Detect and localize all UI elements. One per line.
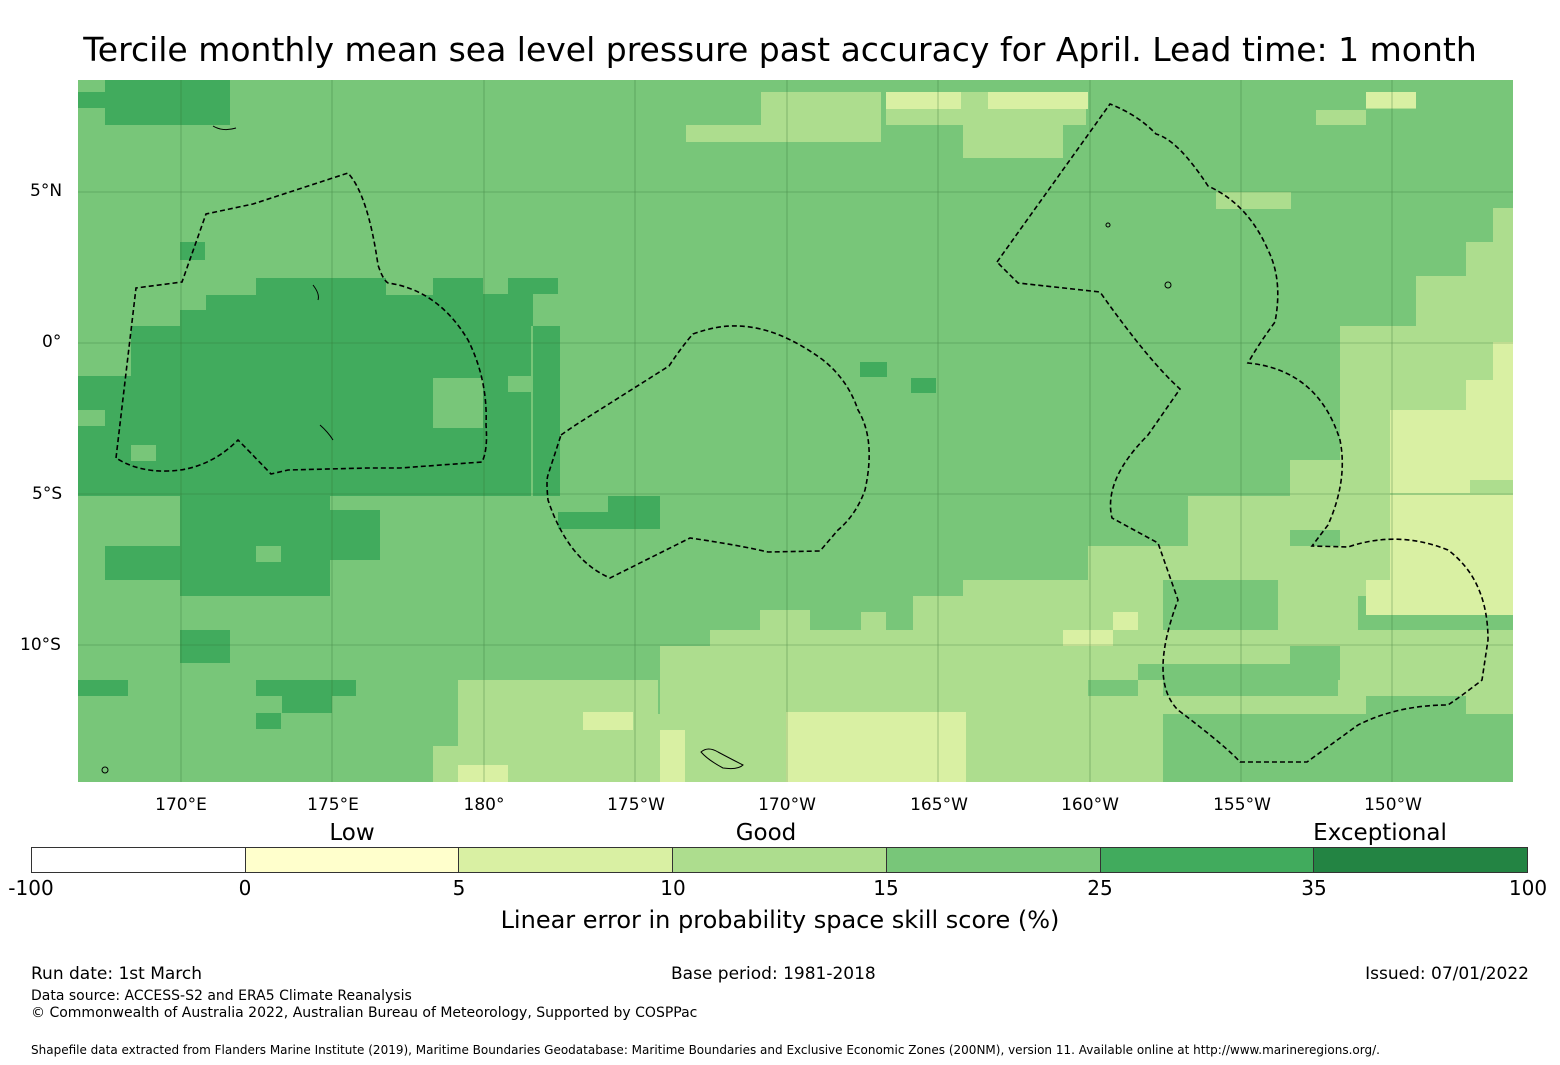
colorbar-tick: 100 bbox=[1508, 876, 1548, 900]
lon-label: 170°W bbox=[758, 795, 816, 815]
legend-category-exceptional: Exceptional bbox=[1313, 820, 1447, 846]
lat-label-0: 0° bbox=[42, 332, 62, 352]
colorbar-tick: 15 bbox=[873, 876, 899, 900]
colorbar-tick: 5 bbox=[452, 876, 466, 900]
colorbar-tick: -100 bbox=[8, 876, 54, 900]
colorbar-tick: 25 bbox=[1087, 876, 1113, 900]
shapefile-credit: Shapefile data extracted from Flanders M… bbox=[31, 1043, 1380, 1057]
lon-label: 170°E bbox=[155, 795, 207, 815]
lat-label-5n: 5°N bbox=[30, 181, 63, 201]
lon-label: 155°W bbox=[1213, 795, 1271, 815]
field-low bbox=[458, 92, 1513, 782]
colorbar-title: Linear error in probability space skill … bbox=[500, 906, 1060, 934]
lon-label: 165°W bbox=[910, 795, 968, 815]
copyright: © Commonwealth of Australia 2022, Austra… bbox=[31, 1005, 698, 1021]
skill-map bbox=[78, 80, 1513, 782]
colorbar-segment bbox=[886, 848, 1101, 872]
base-period: Base period: 1981-2018 bbox=[671, 964, 876, 984]
lon-label: 180° bbox=[463, 795, 505, 815]
map-svg bbox=[78, 80, 1513, 782]
colorbar-segment bbox=[1100, 848, 1315, 872]
issued-date: Issued: 07/01/2022 bbox=[1365, 964, 1529, 984]
lon-label: 150°W bbox=[1364, 795, 1422, 815]
legend-category-low: Low bbox=[329, 820, 375, 846]
field-mid-east bbox=[1088, 530, 1513, 782]
run-date: Run date: 1st March bbox=[31, 964, 203, 984]
colorbar-segment bbox=[673, 848, 887, 872]
colorbar-tick: 0 bbox=[238, 876, 252, 900]
colorbar bbox=[31, 847, 1528, 873]
legend-category-good: Good bbox=[735, 820, 797, 846]
data-source: Data source: ACCESS-S2 and ERA5 Climate … bbox=[31, 988, 412, 1004]
colorbar-segment bbox=[459, 848, 674, 872]
lon-label: 160°W bbox=[1061, 795, 1119, 815]
chart-title: Tercile monthly mean sea level pressure … bbox=[83, 30, 1477, 69]
lon-label: 175°W bbox=[607, 795, 665, 815]
islands bbox=[101, 125, 1172, 774]
colorbar-tick: 10 bbox=[660, 876, 686, 900]
lat-label-10s: 10°S bbox=[20, 635, 61, 655]
lat-label-5s: 5°S bbox=[32, 484, 63, 504]
field-mid-pockets bbox=[78, 376, 533, 562]
lon-label: 175°E bbox=[307, 795, 359, 815]
colorbar-segment bbox=[245, 848, 460, 872]
eez-boundaries bbox=[115, 103, 1489, 763]
colorbar-segment bbox=[32, 848, 246, 872]
colorbar-tick: 35 bbox=[1301, 876, 1327, 900]
colorbar-segment bbox=[1314, 848, 1528, 872]
